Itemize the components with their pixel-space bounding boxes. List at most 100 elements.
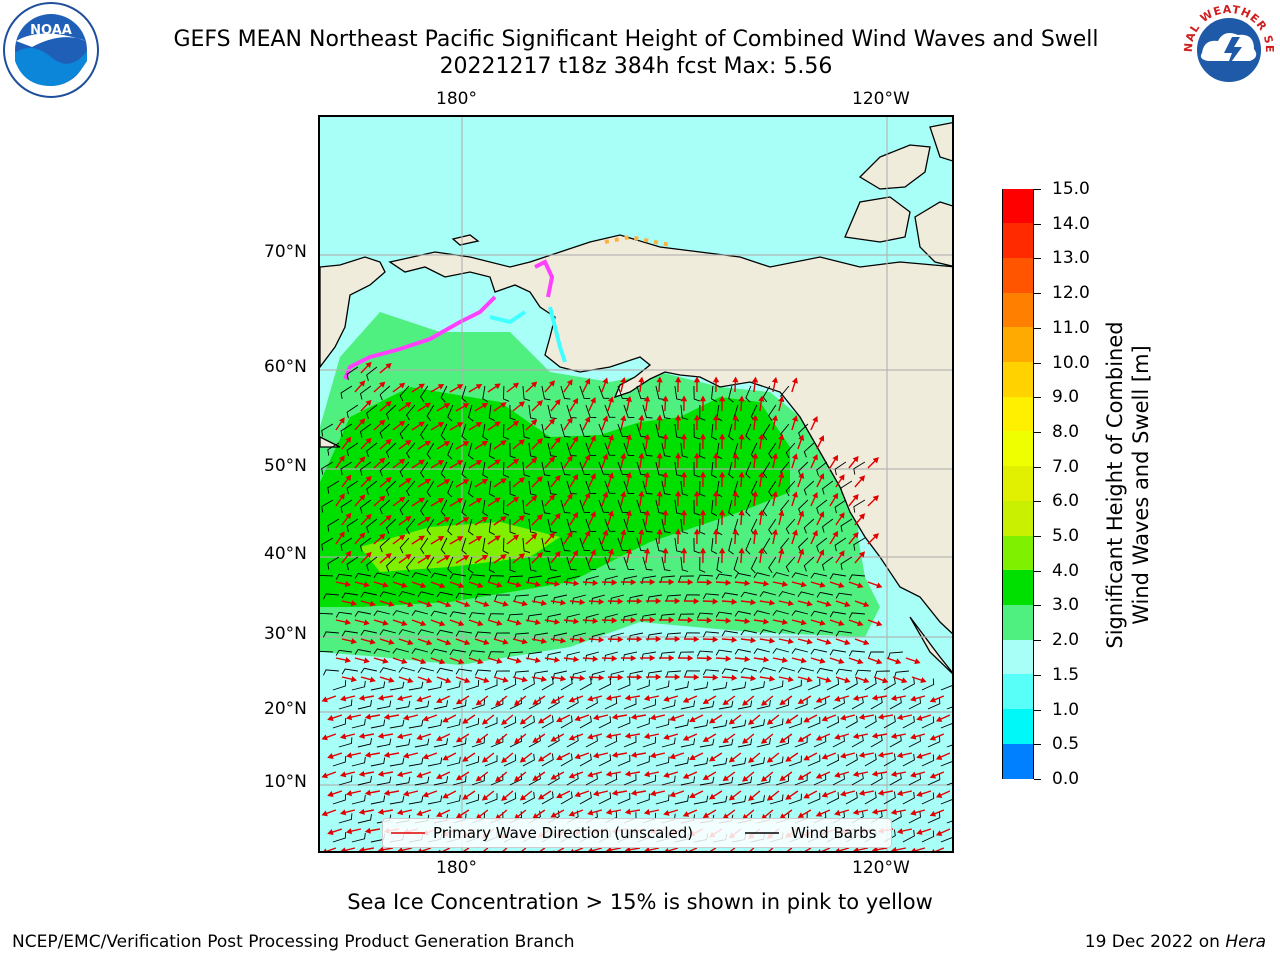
wave-arrow-head <box>437 422 445 428</box>
wind-barb <box>853 537 866 551</box>
wind-barb <box>678 651 694 658</box>
wave-arrow <box>729 847 736 851</box>
wind-barb <box>680 404 689 420</box>
wave-arrow-head <box>500 478 507 484</box>
wave-arrow-head <box>515 619 522 626</box>
wind-barb <box>430 648 448 655</box>
wave-arrow-head <box>699 395 707 402</box>
wind-barb <box>572 594 587 605</box>
wind-barb <box>376 776 392 786</box>
wind-barb <box>579 715 592 729</box>
wind-barb <box>528 480 537 496</box>
wave-arrow-head <box>439 620 446 627</box>
wind-barb <box>711 499 718 517</box>
colorbar-tick-label: 13.0 <box>1052 248 1090 269</box>
wave-arrow-head <box>401 620 408 626</box>
wind-barb <box>661 518 671 534</box>
colorbar-tick-label: 1.5 <box>1052 664 1080 685</box>
wind-barb <box>693 385 700 402</box>
sea-ice <box>343 234 671 380</box>
wave-arrow-head <box>568 696 575 703</box>
wind-barb <box>642 480 653 495</box>
wave-arrow-head <box>815 735 823 741</box>
wave-arrow-head <box>877 789 884 796</box>
wind-barb <box>465 679 480 691</box>
wave-arrow-head <box>901 677 908 684</box>
wind-barb <box>832 735 845 748</box>
wave-arrow-head <box>834 809 841 816</box>
wave-arrow-head <box>383 713 390 720</box>
wave-arrow-head <box>383 751 390 758</box>
wind-barb <box>756 737 771 748</box>
wind-barb <box>436 591 453 598</box>
wave-arrow-head <box>706 617 713 624</box>
wind-barb <box>322 669 339 676</box>
wave-arrow-head <box>537 755 545 762</box>
wind-barb <box>737 738 753 748</box>
wind-barb <box>816 499 828 514</box>
wave-arrow-head <box>769 637 776 644</box>
wave-arrow-head <box>518 439 525 446</box>
wind-barb <box>351 680 366 691</box>
wave-arrow <box>539 847 546 851</box>
wind-barb <box>870 696 883 710</box>
wind-barb <box>360 667 377 674</box>
wave-arrow-head <box>791 491 798 498</box>
colorbar-segment <box>1003 674 1033 710</box>
wind-barb <box>622 575 637 585</box>
wave-arrow-head <box>481 756 489 763</box>
wave-arrow-head <box>722 775 729 782</box>
wave-arrow-head <box>607 396 614 403</box>
wind-barb <box>503 792 517 805</box>
wave-arrow-head <box>778 433 785 441</box>
wave-arrow-head <box>779 699 786 706</box>
wind-barb <box>376 738 392 748</box>
wind-barb <box>579 461 591 476</box>
wave-arrow-head <box>742 699 749 706</box>
wave-arrow-head <box>462 403 470 409</box>
wind-barb <box>340 499 353 513</box>
wave-arrow-head <box>656 414 663 421</box>
wind-barb <box>851 696 864 710</box>
wave-arrow-head <box>513 737 521 744</box>
wind-barb <box>461 423 467 441</box>
wave-arrow-head <box>426 601 433 608</box>
colorbar-segment <box>1003 466 1033 502</box>
wind-barb <box>848 574 865 581</box>
wave-arrow-head <box>475 498 483 504</box>
wind-barb <box>522 753 535 767</box>
wind-barb <box>816 629 833 636</box>
colorbar-segment <box>1003 188 1033 224</box>
wave-arrow-head <box>638 528 645 535</box>
wave-arrow-head <box>382 657 389 664</box>
wind-barb <box>452 737 467 748</box>
colorbar-title-line1: Significant Height of Combined <box>1103 321 1127 649</box>
wind-barb <box>541 753 554 767</box>
wind-barb <box>721 630 738 637</box>
wave-arrow-head <box>896 714 904 721</box>
wind-barb <box>541 423 551 439</box>
wave-arrow-head <box>548 532 556 539</box>
wind-barb <box>759 591 777 597</box>
wind-barb <box>750 757 765 767</box>
wave-arrow-head <box>778 471 785 479</box>
wave-arrow-head <box>592 655 599 662</box>
wave-arrow-head <box>839 714 847 721</box>
wind-barb <box>488 651 504 658</box>
wind-barb <box>399 385 410 402</box>
wind-barb <box>636 461 647 476</box>
colorbar-tick <box>1034 570 1041 572</box>
wave-arrow-head <box>728 756 736 763</box>
wind-barb <box>721 592 738 599</box>
wave-arrow-head <box>643 770 651 778</box>
wind-barb <box>816 591 833 598</box>
wind-barb <box>379 591 397 597</box>
wind-barb <box>585 518 597 532</box>
wind-barb <box>902 715 915 729</box>
wind-barb <box>379 667 397 673</box>
wave-arrow-head <box>590 548 596 556</box>
wave-arrow-head <box>916 791 923 797</box>
colorbar-segment <box>1003 292 1033 328</box>
wave-arrow-head <box>663 771 670 778</box>
wave-arrow-head <box>420 658 427 665</box>
